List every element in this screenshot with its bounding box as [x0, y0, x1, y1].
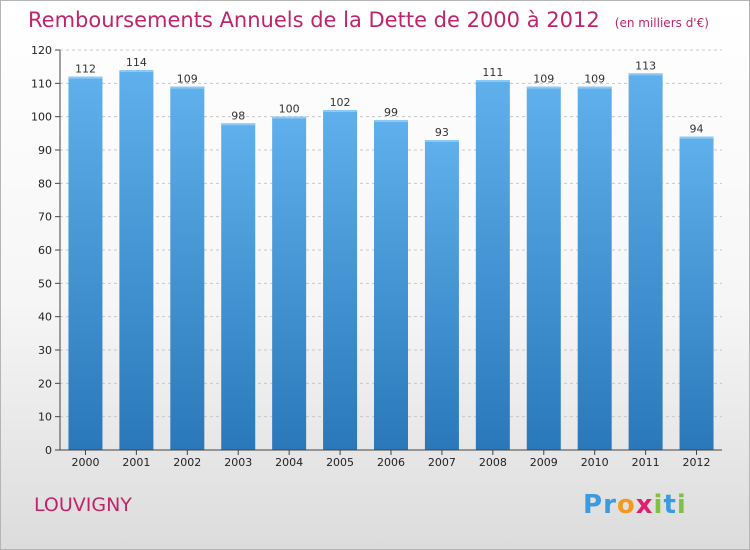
bar-top-highlight: [374, 120, 408, 122]
bar-top-highlight: [628, 73, 663, 76]
logo-letter: t: [663, 490, 677, 520]
chart-title: Remboursements Annuels de la Dette de 20…: [28, 8, 600, 32]
data-label: 112: [75, 63, 96, 76]
bar-2000: [68, 76, 103, 451]
bar-top-highlight: [424, 140, 459, 142]
bars: [68, 70, 714, 451]
data-label: 98: [231, 109, 245, 122]
bar-2003: [221, 123, 256, 450]
x-tick-label: 2012: [683, 456, 711, 469]
bar-top-highlight: [170, 86, 205, 89]
y-tick-label: 30: [38, 344, 52, 357]
bar-2011: [628, 73, 663, 450]
logo-letter: i: [653, 490, 664, 520]
data-label: 111: [482, 66, 503, 79]
x-tick-label: 2004: [275, 456, 303, 469]
logo-letter: o: [616, 490, 636, 520]
bar-top-highlight: [119, 70, 154, 72]
data-label: 109: [533, 73, 554, 86]
y-tick-label: 60: [38, 244, 52, 257]
title-block: Remboursements Annuels de la Dette de 20…: [28, 8, 709, 32]
data-label: 93: [435, 126, 449, 139]
bar-2007: [424, 140, 459, 450]
bar-2006: [374, 120, 408, 450]
data-label: 114: [126, 56, 147, 69]
x-tick-label: 2007: [428, 456, 456, 469]
x-tick-label: 2001: [122, 456, 150, 469]
y-tick-label: 100: [31, 111, 52, 124]
x-tick-label: 2011: [632, 456, 660, 469]
data-label: 109: [584, 73, 605, 86]
y-tick-label: 70: [38, 211, 52, 224]
x-tick-label: 2002: [173, 456, 201, 469]
city-name: LOUVIGNY: [34, 494, 132, 516]
y-tick-label: 40: [38, 311, 52, 324]
proxiti-logo: Proxiti: [583, 490, 687, 520]
x-tick-label: 2005: [326, 456, 354, 469]
logo-letter: x: [635, 490, 654, 520]
data-label: 109: [177, 73, 198, 86]
axes: 0 10 20 30 40 50 60 70 80 90 100 110 120 2000 2001 2002…: [31, 44, 722, 469]
x-tick-label: 2008: [479, 456, 507, 469]
chart-subtitle: (en milliers d'€): [614, 16, 709, 30]
bar-top-highlight: [323, 110, 358, 112]
logo-letter: i: [676, 490, 687, 520]
y-tick-label: 0: [45, 444, 52, 457]
bar-top-highlight: [679, 136, 714, 139]
bar-2010: [577, 86, 612, 451]
y-tick-label: 120: [31, 44, 52, 57]
bar-2001: [119, 70, 154, 450]
bar-top-highlight: [475, 80, 510, 82]
data-label: 99: [384, 106, 398, 119]
bar-2012: [679, 136, 714, 450]
y-tick-label: 50: [38, 277, 52, 290]
y-tick-label: 110: [31, 77, 52, 90]
data-labels: 112 114 109 98 100 102 99 93 111 109 109 113 94: [75, 56, 704, 139]
bar-top-highlight: [68, 76, 103, 79]
y-tick-label: 90: [38, 144, 52, 157]
bar-top-highlight: [221, 123, 256, 126]
bar-2008: [475, 80, 510, 450]
bar-2009: [526, 86, 561, 451]
bar-top-highlight: [526, 86, 561, 89]
bar-top-highlight: [577, 86, 612, 89]
logo-letter: P: [583, 490, 604, 520]
bar-2005: [323, 110, 358, 450]
y-tick-label: 80: [38, 177, 52, 190]
bar-2004: [272, 116, 307, 451]
y-tick-label: 20: [38, 377, 52, 390]
data-label: 102: [330, 96, 351, 109]
x-tick-label: 2009: [530, 456, 558, 469]
x-tick-label: 2006: [377, 456, 405, 469]
x-tick-label: 2010: [581, 456, 609, 469]
bar-top-highlight: [272, 116, 307, 119]
x-tick-label: 2003: [224, 456, 252, 469]
logo-letter: r: [603, 490, 617, 520]
data-label: 113: [635, 59, 656, 72]
bar-2002: [170, 86, 205, 451]
data-label: 100: [279, 103, 300, 116]
data-label: 94: [690, 123, 704, 136]
y-tick-label: 10: [38, 411, 52, 424]
x-tick-label: 2000: [71, 456, 99, 469]
